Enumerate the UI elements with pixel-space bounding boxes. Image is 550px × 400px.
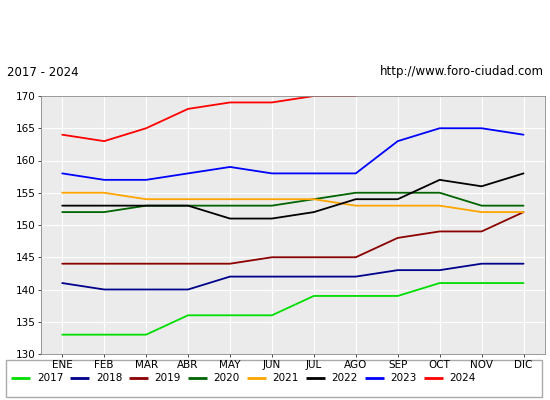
Text: 2024: 2024 [449,374,476,383]
Text: 2018: 2018 [96,374,122,383]
Text: 2019: 2019 [155,374,181,383]
Text: 2022: 2022 [332,374,358,383]
Text: Evolucion num de emigrantes en Lucillo: Evolucion num de emigrantes en Lucillo [114,18,436,34]
Text: 2021: 2021 [273,374,299,383]
Text: 2017: 2017 [37,374,63,383]
Text: http://www.foro-ciudad.com: http://www.foro-ciudad.com [379,66,543,78]
FancyBboxPatch shape [6,360,542,398]
Text: 2020: 2020 [213,374,240,383]
Text: 2023: 2023 [390,374,417,383]
Text: 2017 - 2024: 2017 - 2024 [7,66,78,78]
